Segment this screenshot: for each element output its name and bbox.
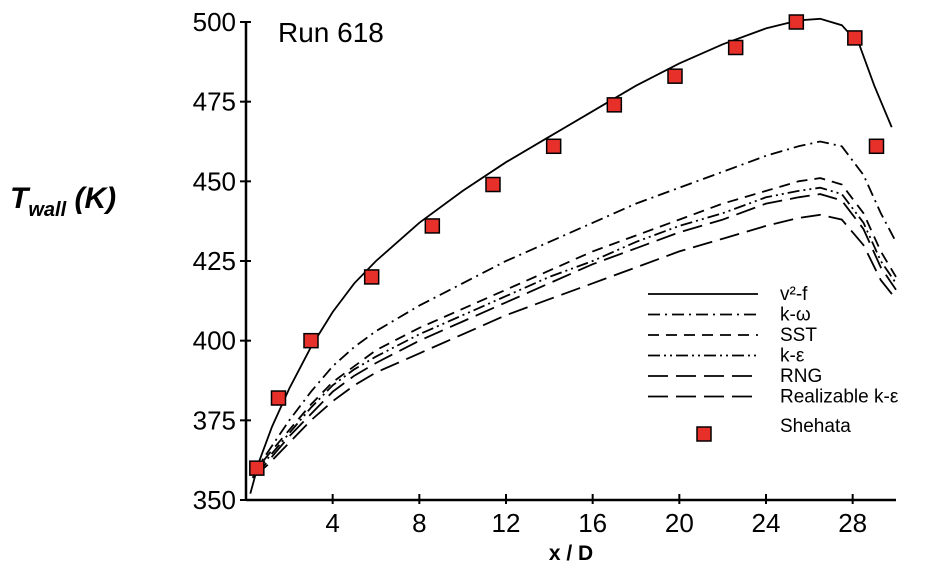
x-tick-label: 4 [325, 508, 339, 538]
shehata-marker [249, 460, 265, 476]
legend-label-0: v²-f [780, 284, 808, 305]
shehata-marker [847, 30, 863, 46]
chart-title: Run 618 [278, 17, 384, 48]
shehata-marker [270, 390, 287, 406]
x-tick-label: 28 [838, 508, 867, 538]
x-axis-label: x / D [549, 542, 593, 565]
x-tick-label: 8 [412, 508, 426, 538]
shehata-marker [868, 138, 885, 155]
legend-swatch-shehata [696, 426, 712, 442]
y-tick-label: 450 [193, 166, 236, 196]
y-tick-label: 375 [193, 405, 236, 435]
shehata-marker [424, 218, 441, 234]
x-tick-label: 16 [578, 508, 607, 538]
y-tick-label: 400 [193, 326, 236, 356]
shehata-marker [667, 68, 683, 84]
x-tick-label: 20 [665, 508, 694, 538]
legend-label-1: k-ω [780, 305, 811, 326]
marker-group [249, 14, 885, 476]
y-tick-label: 475 [193, 87, 236, 117]
shehata-marker [727, 39, 744, 56]
y-axis-label: Twall (K) [10, 182, 116, 221]
series-group [249, 17, 897, 494]
shehata-marker [303, 332, 319, 349]
legend-label-5: Realizable k-ε [780, 387, 899, 408]
x-tick-label: 24 [752, 508, 781, 538]
series-line-5 [251, 213, 897, 479]
y-axis-label-sub: wall [28, 199, 66, 221]
shehata-marker [606, 97, 623, 113]
legend-label-shehata: Shehata [780, 416, 851, 437]
y-tick-label: 350 [193, 485, 236, 515]
x-tick-label: 12 [492, 508, 521, 538]
shehata-marker [363, 269, 380, 285]
shehata-marker [788, 14, 805, 30]
series-line-0 [249, 17, 893, 494]
legend-label-3: k-ε [780, 346, 805, 367]
axes [240, 21, 896, 504]
y-axis-label-unit: (K) [66, 182, 116, 215]
shehata-marker [545, 138, 562, 155]
labels-group: 350 375 400 425 450 475 500 4 8 12 16 20 24 28 Run 618… [10, 7, 867, 565]
y-tick-label: 425 [193, 246, 236, 276]
y-axis-label-main: T [10, 182, 31, 215]
y-tick-label: 500 [193, 7, 236, 37]
shehata-marker [485, 176, 501, 193]
series-line-1 [251, 140, 897, 476]
legend-label-4: RNG [780, 366, 822, 387]
series-line-4 [251, 193, 897, 479]
legend-label-2: SST [780, 325, 817, 346]
series-line-3 [251, 186, 897, 476]
